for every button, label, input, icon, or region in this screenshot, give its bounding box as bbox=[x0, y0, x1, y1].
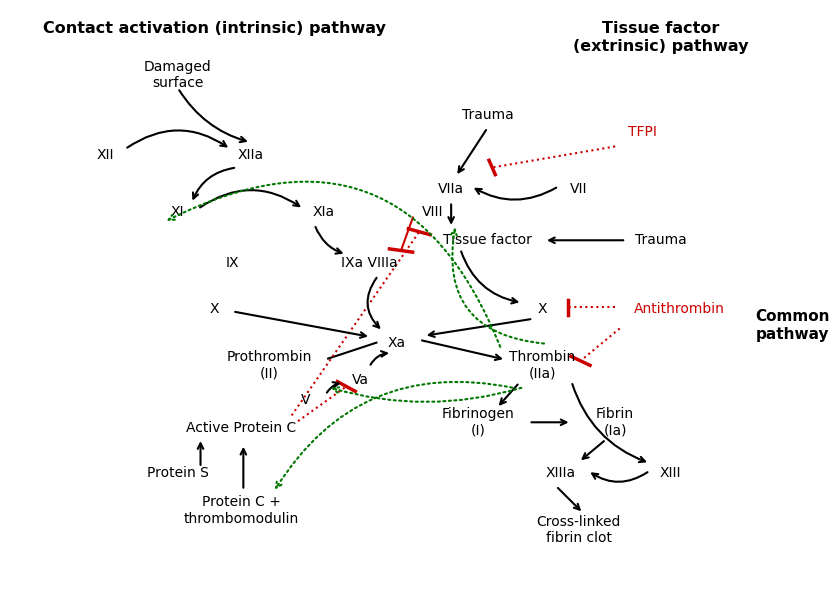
Text: XIIIa: XIIIa bbox=[545, 466, 575, 481]
Text: Va: Va bbox=[351, 373, 369, 386]
Text: Trauma: Trauma bbox=[462, 108, 513, 122]
Text: XIa: XIa bbox=[312, 205, 334, 219]
Text: Tissue factor: Tissue factor bbox=[444, 233, 532, 247]
Text: V: V bbox=[301, 392, 310, 407]
Text: TFPI: TFPI bbox=[628, 125, 657, 139]
Text: X: X bbox=[538, 302, 547, 316]
Text: XIIa: XIIa bbox=[238, 148, 264, 162]
Text: VIIa: VIIa bbox=[438, 182, 465, 196]
Text: XII: XII bbox=[96, 148, 113, 162]
Text: X: X bbox=[209, 302, 219, 316]
Text: Damaged
surface: Damaged surface bbox=[144, 60, 212, 91]
Text: Tissue factor
(extrinsic) pathway: Tissue factor (extrinsic) pathway bbox=[573, 21, 748, 53]
Text: Common
pathway: Common pathway bbox=[756, 310, 830, 342]
Text: Fibrinogen
(I): Fibrinogen (I) bbox=[442, 407, 515, 437]
Text: Thrombin
(IIa): Thrombin (IIa) bbox=[509, 350, 575, 380]
Text: Antithrombin: Antithrombin bbox=[633, 302, 724, 316]
Text: Xa: Xa bbox=[387, 335, 406, 350]
Text: Protein C +
thrombomodulin: Protein C + thrombomodulin bbox=[184, 496, 299, 526]
Text: Contact activation (intrinsic) pathway: Contact activation (intrinsic) pathway bbox=[43, 21, 386, 36]
Text: IXa VIIIa: IXa VIIIa bbox=[341, 256, 397, 270]
Text: Trauma: Trauma bbox=[635, 233, 686, 247]
Text: Prothrombin
(II): Prothrombin (II) bbox=[226, 350, 312, 380]
Text: VIII: VIII bbox=[423, 205, 444, 219]
Text: VII: VII bbox=[570, 182, 587, 196]
Text: XI: XI bbox=[171, 205, 185, 219]
Text: Protein S: Protein S bbox=[147, 466, 208, 481]
Text: Fibrin
(Ia): Fibrin (Ia) bbox=[596, 407, 634, 437]
Text: XIII: XIII bbox=[659, 466, 680, 481]
Text: Active Protein C: Active Protein C bbox=[186, 421, 297, 435]
Text: Cross-linked
fibrin clot: Cross-linked fibrin clot bbox=[537, 515, 621, 545]
Text: IX: IX bbox=[226, 256, 239, 270]
